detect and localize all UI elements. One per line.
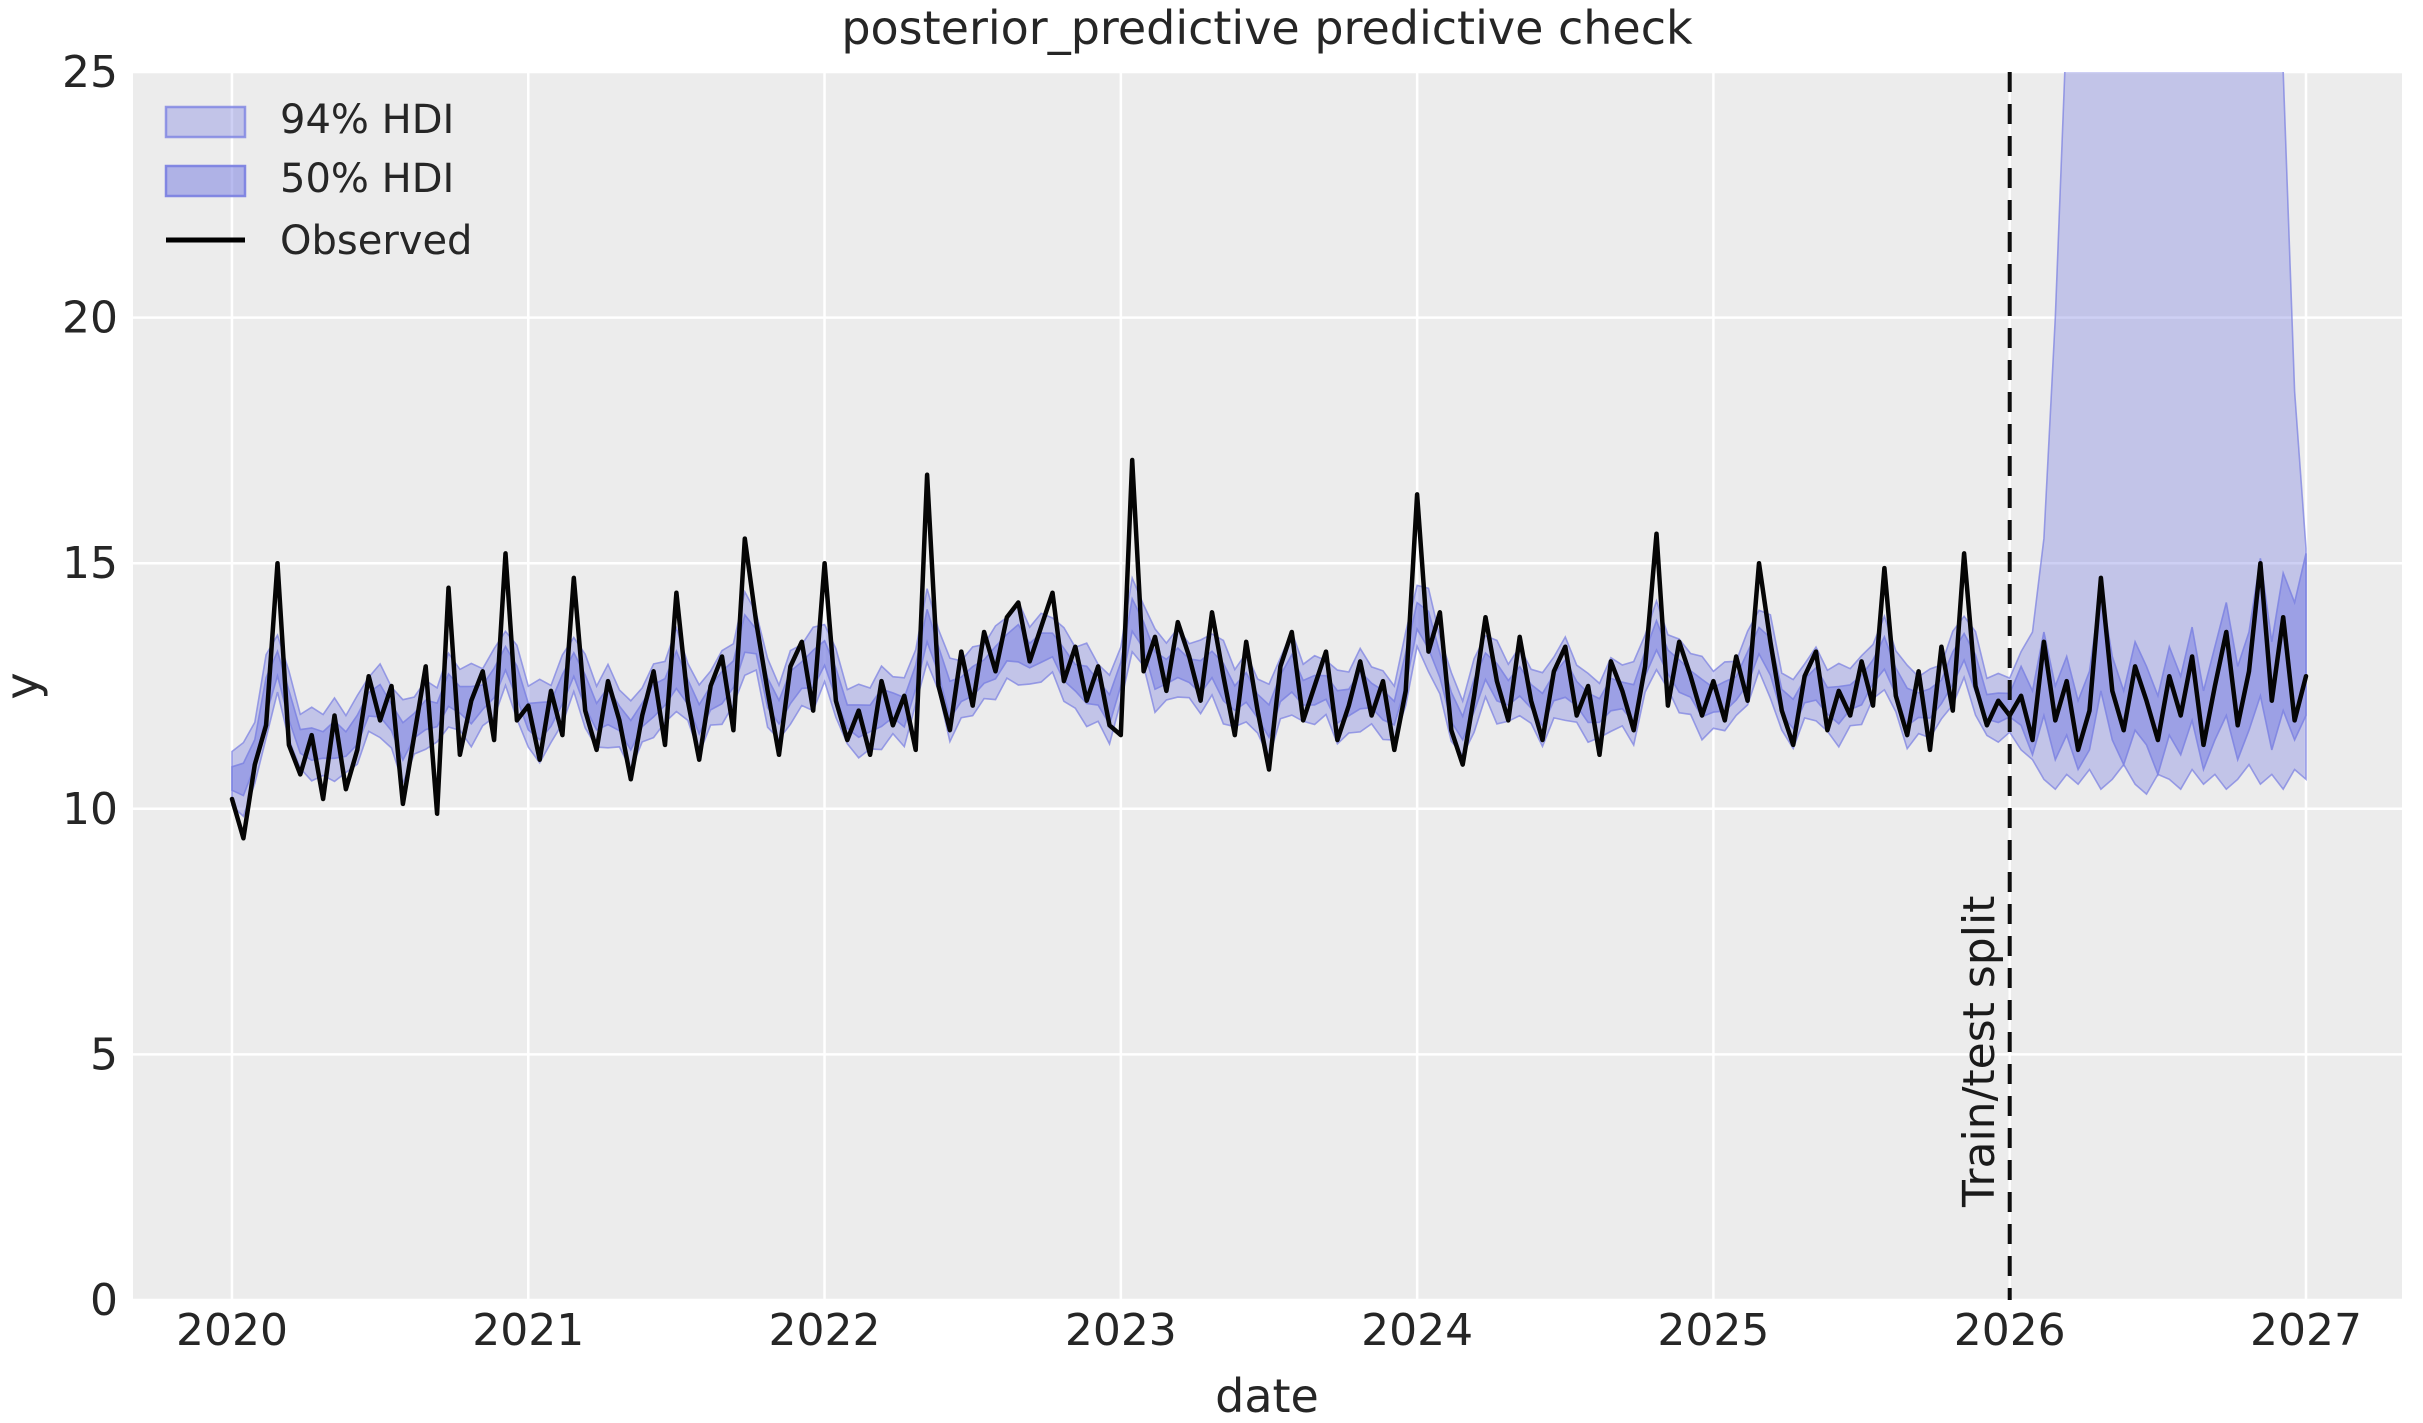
- y-tick-label: 5: [90, 1029, 118, 1080]
- y-axis-label: y: [0, 672, 49, 699]
- x-tick-label: 2027: [2250, 1305, 2362, 1356]
- legend: 94% HDI 50% HDI Observed: [164, 97, 472, 264]
- x-tick-label: 2021: [472, 1305, 584, 1356]
- x-tick-label: 2024: [1361, 1305, 1473, 1356]
- x-tick-label: 2022: [769, 1305, 881, 1356]
- legend-94-hdi-label: 94% HDI: [280, 97, 454, 143]
- observed-line: [229, 457, 2309, 841]
- y-tick-label: 10: [62, 784, 118, 835]
- hdi-50-band: [231, 553, 2307, 797]
- x-tick-label: 2025: [1657, 1305, 1769, 1356]
- legend-94-hdi-swatch: [164, 105, 247, 139]
- y-tick-label: 15: [62, 538, 118, 589]
- legend-50-hdi-swatch: [164, 164, 247, 198]
- chart-title: posterior_predictive predictive check: [841, 1, 1693, 55]
- y-tick-label: 0: [90, 1275, 118, 1326]
- train-test-split-label: Train/test split: [1954, 896, 2005, 1208]
- y-tick-label: 25: [62, 47, 118, 98]
- legend-50-hdi-label: 50% HDI: [280, 156, 454, 202]
- y-tick-label: 20: [62, 293, 118, 344]
- x-tick-label: 2026: [1954, 1305, 2066, 1356]
- x-axis-label: date: [1215, 1369, 1319, 1423]
- x-tick-label: 2023: [1065, 1305, 1177, 1356]
- x-tick-label: 2020: [176, 1305, 288, 1356]
- legend-observed-label: Observed: [280, 218, 472, 264]
